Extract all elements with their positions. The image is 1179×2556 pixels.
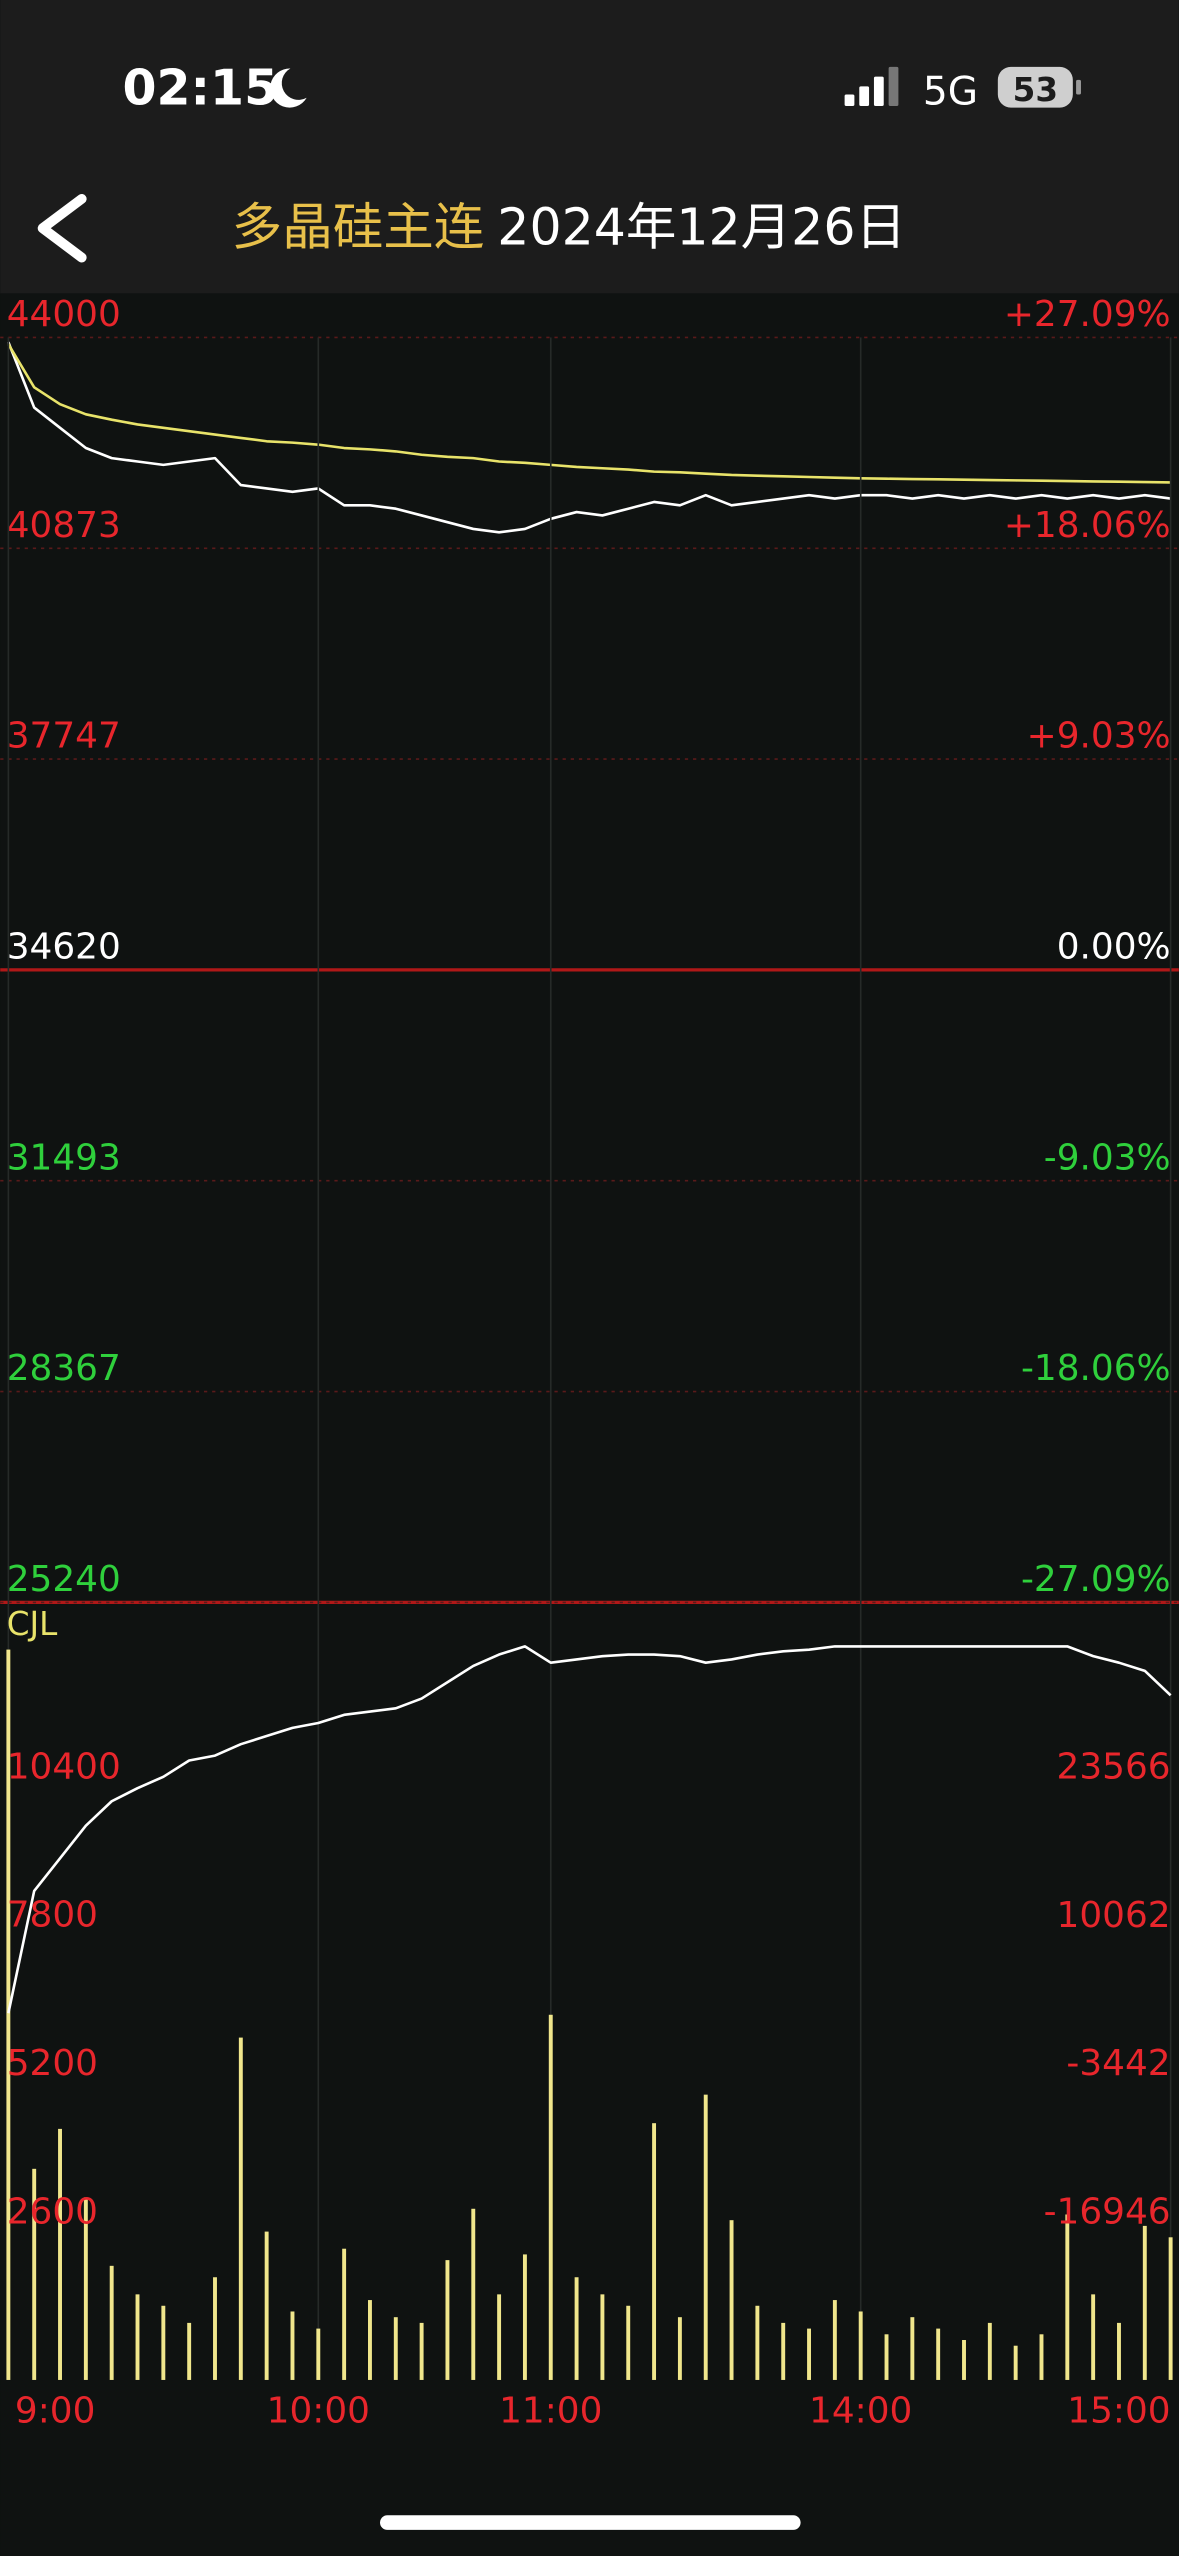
y-tick-label: 34620 xyxy=(7,927,121,968)
clock: 02:15 xyxy=(122,59,278,116)
price-line xyxy=(7,343,1171,484)
y-tick-label: 28367 xyxy=(7,1348,121,1389)
y-tick-label: 31493 xyxy=(7,1137,121,1178)
trade-date: 2024年12月26日 xyxy=(497,198,906,257)
home-indicator xyxy=(380,2515,801,2530)
volume-bar xyxy=(187,2322,192,2380)
volume-bar xyxy=(135,2294,140,2380)
volume-bar xyxy=(807,2328,811,2380)
battery xyxy=(997,66,1073,108)
y-tick-label: 5200 xyxy=(7,2043,98,2084)
chart-area xyxy=(0,293,1179,2556)
top-bar xyxy=(0,0,1179,294)
volume-bar xyxy=(626,2305,631,2380)
y-tick-label: 44000 xyxy=(7,294,121,335)
y2-tick-label: -9.03% xyxy=(1044,1137,1171,1178)
x-tick-label: 11:00 xyxy=(499,2390,602,2431)
volume-bar xyxy=(729,2220,734,2380)
open-interest-line xyxy=(7,1645,1172,2014)
header-title: 多晶硅主连 2024年12月26日 xyxy=(232,198,906,257)
y-tick-label: 2600 xyxy=(7,2191,98,2232)
volume-bar xyxy=(109,2265,114,2380)
volume-bar xyxy=(703,2094,708,2380)
volume-bar xyxy=(213,2277,217,2380)
volume-bar xyxy=(1065,2214,1070,2380)
x-tick-label: 9:00 xyxy=(15,2390,96,2431)
y2-tick-label: -3442 xyxy=(1066,2043,1170,2084)
volume-bar xyxy=(471,2208,476,2380)
y-tick-label: 25240 xyxy=(7,1559,121,1600)
volume-bar xyxy=(548,2014,553,2380)
volume-bar xyxy=(522,2254,527,2380)
volume-bar xyxy=(393,2317,398,2380)
price-line xyxy=(7,341,1171,534)
volume-bar xyxy=(238,2037,243,2380)
signal-icon xyxy=(844,66,899,106)
back-button[interactable] xyxy=(37,193,87,263)
volume-bar xyxy=(342,2248,347,2380)
volume-bar xyxy=(910,2317,915,2380)
y2-tick-label: 0.00% xyxy=(1057,927,1171,968)
y2-tick-label: +27.09% xyxy=(1004,294,1171,335)
volume-bar xyxy=(884,2334,889,2380)
volume-bar xyxy=(1091,2294,1096,2380)
volume-bar xyxy=(936,2328,941,2380)
x-tick-label: 10:00 xyxy=(267,2390,370,2431)
volume-bar xyxy=(264,2231,269,2380)
battery-level: 53 xyxy=(1013,71,1058,109)
volume-bar xyxy=(316,2328,321,2380)
volume-bar xyxy=(32,2168,37,2380)
volume-bar xyxy=(755,2305,760,2380)
volume-bar xyxy=(58,2128,62,2380)
y-tick-label: 7800 xyxy=(7,1895,98,1936)
volume-bar xyxy=(677,2317,682,2380)
volume-bar xyxy=(6,1649,11,2380)
y2-tick-label: -27.09% xyxy=(1021,1559,1171,1600)
volume-bar xyxy=(1142,2225,1147,2380)
y2-tick-label: 23566 xyxy=(1057,1746,1171,1787)
y2-tick-label: +18.06% xyxy=(1004,505,1171,546)
volume-bar xyxy=(781,2322,786,2380)
moon-icon xyxy=(270,68,307,108)
volume-bar xyxy=(368,2300,372,2380)
volume-bar xyxy=(832,2300,837,2380)
volume-bar xyxy=(574,2277,579,2380)
network: 5G xyxy=(923,69,978,114)
volume-bar xyxy=(1117,2322,1121,2380)
volume-bar xyxy=(83,2197,88,2380)
y-tick-label: 10400 xyxy=(7,1746,121,1787)
y2-tick-label: +9.03% xyxy=(1027,716,1171,757)
battery-tip xyxy=(1076,79,1081,95)
volume-bar xyxy=(419,2322,424,2380)
x-tick-label: 14:00 xyxy=(809,2390,912,2431)
volume-bar xyxy=(1013,2345,1018,2380)
contract-name: 多晶硅主连 xyxy=(232,198,485,257)
volume-bar xyxy=(161,2305,166,2380)
volume-bar xyxy=(987,2322,992,2380)
x-tick-label: 15:00 xyxy=(1067,2390,1170,2431)
volume-bar xyxy=(652,2123,657,2380)
volume-bar xyxy=(1039,2334,1044,2380)
y-axis-label: CJL xyxy=(7,1605,58,1643)
y2-tick-label: 10062 xyxy=(1057,1895,1171,1936)
volume-bar xyxy=(1168,2237,1173,2380)
volume-bar xyxy=(290,2311,295,2380)
volume-bar xyxy=(600,2294,605,2380)
y-tick-label: 37747 xyxy=(7,716,121,757)
volume-bar xyxy=(858,2311,863,2380)
y2-tick-label: -18.06% xyxy=(1021,1348,1171,1389)
volume-bar xyxy=(962,2340,966,2380)
y-tick-label: 40873 xyxy=(7,505,121,546)
y2-tick-label: -16946 xyxy=(1044,2191,1171,2232)
volume-bar xyxy=(445,2260,450,2380)
volume-bar xyxy=(497,2294,502,2380)
